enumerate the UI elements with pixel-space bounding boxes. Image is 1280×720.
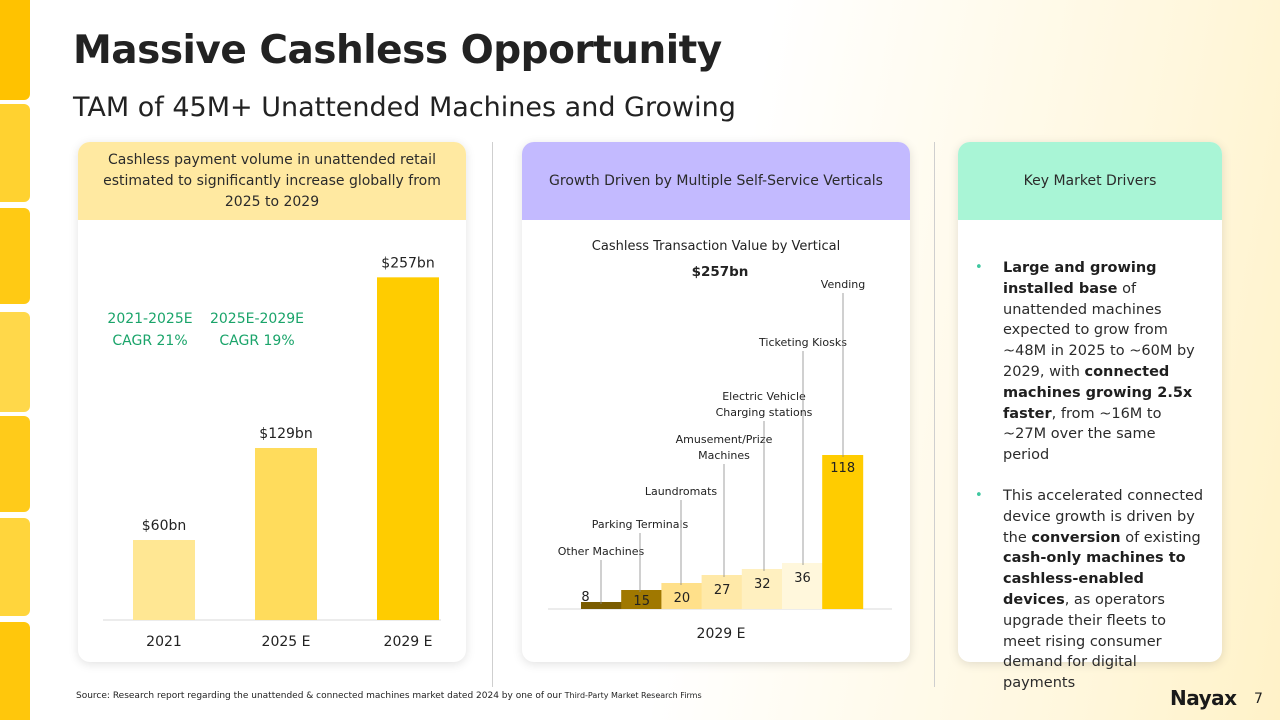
stripe-segment <box>0 312 30 412</box>
bullet-emphasis: Large and growing installed base <box>1003 260 1157 297</box>
driver-bullet: This accelerated connected device growth… <box>958 486 1220 694</box>
data-label: 20 <box>674 591 691 606</box>
x-tick-label: 2029 E <box>697 626 746 642</box>
waterfall-chart-verticals: Cashless Transaction Value by Vertical $… <box>548 239 892 642</box>
bar-2021 <box>133 540 195 620</box>
waterfall-bar-parking-terminals <box>621 590 663 609</box>
page-number: 7 <box>1254 691 1263 707</box>
stripe-segment <box>0 416 30 512</box>
bullet-text: of unattended machines expected to grow … <box>1003 280 1195 380</box>
panel-verticals: Growth Driven by Multiple Self-Service V… <box>522 142 910 662</box>
x-tick-label: 2029 E <box>384 634 433 650</box>
bullet-text: This accelerated connected device growth… <box>1003 487 1204 546</box>
decorative-side-stripe <box>0 0 30 720</box>
waterfall-bar-electric-vehicle-charging-stations <box>741 569 783 609</box>
category-label: Vending <box>821 278 865 291</box>
waterfall-bar-ticketing-kiosks <box>782 563 823 609</box>
stripe-segment <box>0 622 30 720</box>
x-tick-label: 2025 E <box>262 634 311 650</box>
bar-2029-e <box>377 277 439 620</box>
data-label: $257bn <box>381 255 434 271</box>
cagr-1-value: CAGR 21% <box>112 333 187 349</box>
waterfall-bar-vending <box>822 455 864 609</box>
bar-chart-cashless-volume: 2021-2025E CAGR 21% 2025E-2029E CAGR 19%… <box>103 255 441 650</box>
bullet-emphasis: cash-only machines to cashless-enabled d… <box>1003 550 1186 608</box>
x-tick-label: 2021 <box>146 634 182 650</box>
waterfall-bar-amusement-prize-machines <box>701 575 743 609</box>
nayax-logo: Nayax <box>1170 686 1237 710</box>
panel-divider <box>934 142 935 687</box>
cagr-2-label: 2025E-2029E <box>210 311 304 327</box>
bullet-text: of existing <box>1120 529 1201 546</box>
total-label: $257bn <box>692 264 749 280</box>
data-label: 27 <box>714 583 731 598</box>
chart-title: Cashless Transaction Value by Vertical <box>592 239 840 254</box>
bullet-text: , from ~16M to ~27M over the same period <box>1003 405 1162 464</box>
bullet-emphasis: conversion <box>1031 529 1121 546</box>
page-title: Massive Cashless Opportunity <box>73 28 722 73</box>
category-label: Electric Vehicle <box>722 390 806 403</box>
stripe-segment <box>0 208 30 304</box>
stripe-segment <box>0 518 30 616</box>
bullet-emphasis: connected machines growing 2.5x faster <box>1003 363 1193 422</box>
category-label: Charging stations <box>716 406 813 419</box>
stripe-segment <box>0 0 30 100</box>
stripe-segment <box>0 104 30 202</box>
data-label: 15 <box>633 594 650 609</box>
data-label: 36 <box>794 571 811 586</box>
driver-bullet: Large and growing installed base of unat… <box>958 258 1220 466</box>
panel-verticals-header: Growth Driven by Multiple Self-Service V… <box>522 142 910 220</box>
panel-cashless-volume-header: Cashless payment volume in unattended re… <box>78 142 466 220</box>
bullet-text: , as operators upgrade their fleets to m… <box>1003 591 1166 692</box>
source-prefix: Source: <box>76 691 110 701</box>
category-label: Parking Terminals <box>592 518 689 531</box>
waterfall-bar-other-machines <box>581 602 622 609</box>
waterfall-bar-laundromats <box>661 583 703 609</box>
data-label: 118 <box>830 461 855 476</box>
bar-2025-e <box>255 448 317 620</box>
source-text: Research report regarding the unattended… <box>109 691 565 701</box>
source-footnote: Source: Research report regarding the un… <box>76 691 702 701</box>
panel-divider <box>492 142 493 687</box>
data-label: $60bn <box>142 518 186 534</box>
category-label: Ticketing Kiosks <box>758 336 847 349</box>
data-label: $129bn <box>259 426 312 442</box>
category-label: Laundromats <box>645 485 718 498</box>
data-label: 32 <box>754 577 771 592</box>
panel-cashless-volume: Cashless payment volume in unattended re… <box>78 142 466 662</box>
data-label: 8 <box>581 590 589 605</box>
category-label: Machines <box>698 449 750 462</box>
cagr-1-label: 2021-2025E <box>107 311 192 327</box>
page-subtitle: TAM of 45M+ Unattended Machines and Grow… <box>73 92 736 123</box>
category-label: Other Machines <box>558 545 645 558</box>
cagr-2-value: CAGR 19% <box>219 333 294 349</box>
panel-market-drivers-header: Key Market Drivers <box>958 142 1222 220</box>
category-label: Amusement/Prize <box>676 433 773 446</box>
market-drivers-list: Large and growing installed base of unat… <box>958 258 1220 694</box>
source-firm: Third-Party Market Research Firms <box>564 691 702 700</box>
